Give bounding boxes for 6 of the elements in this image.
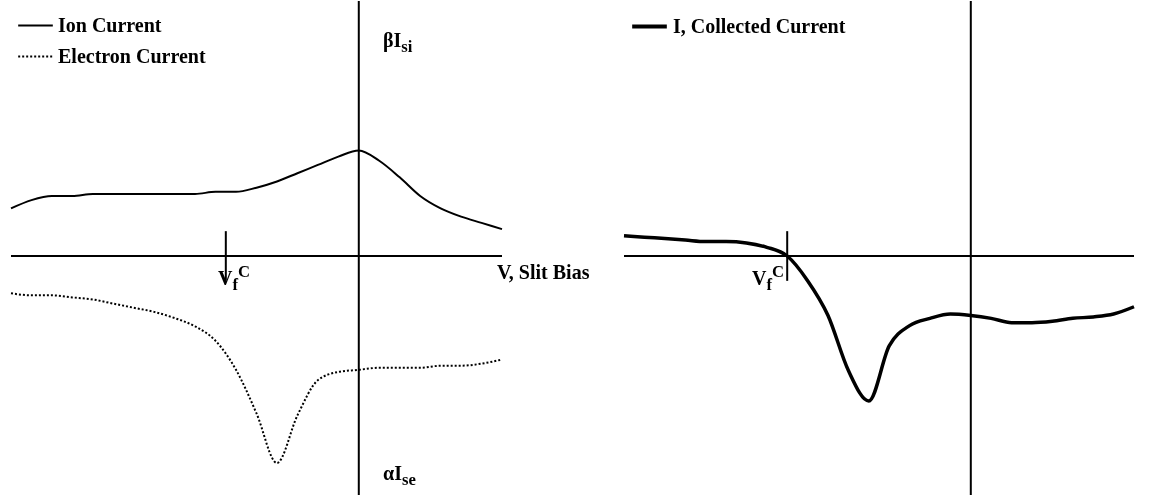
annotation: V, Slit Bias	[497, 261, 590, 283]
text: βI$_{si}$	[383, 29, 413, 56]
annotation: αI$_{se}$	[383, 462, 416, 489]
legend-label: I, Collected Current	[673, 14, 846, 37]
legend-label: Electron Current	[58, 44, 206, 67]
legend-label: Ion Current	[58, 13, 162, 36]
